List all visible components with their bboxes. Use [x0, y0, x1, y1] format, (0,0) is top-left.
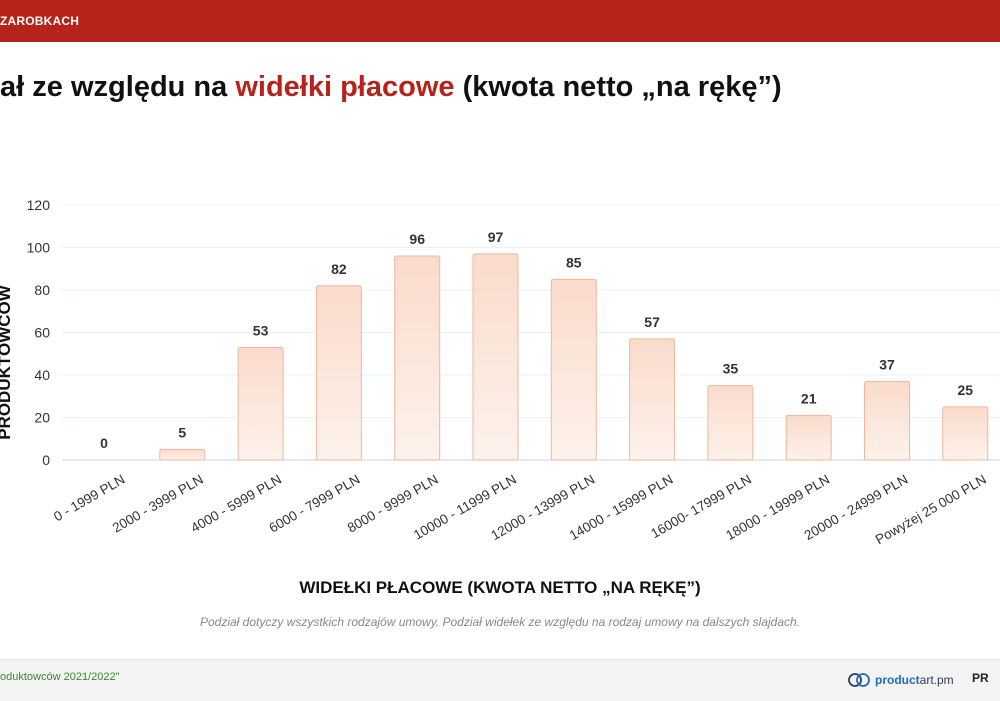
- brand[interactable]: productart.pm: [848, 669, 954, 691]
- bar: [785, 414, 832, 461]
- data-label: 0: [100, 435, 108, 451]
- y-tick-label: 100: [27, 240, 51, 256]
- bar: [550, 278, 597, 461]
- bar: [707, 385, 754, 461]
- data-label: 5: [178, 424, 186, 440]
- bar: [237, 346, 284, 461]
- y-axis-title: PRODUKTOWCÓW: [0, 284, 14, 440]
- y-tick-label: 40: [34, 367, 50, 383]
- data-label: 21: [801, 390, 817, 406]
- data-label: 97: [488, 229, 504, 245]
- heading-highlight: widełki płacowe: [235, 71, 455, 103]
- data-label: 96: [409, 231, 425, 247]
- brand-name: productart.pm: [875, 673, 954, 687]
- bar: [472, 253, 519, 461]
- productart-logo-icon: [848, 673, 870, 687]
- bar: [864, 380, 910, 461]
- footer-page-label: PR: [972, 671, 989, 685]
- y-tick-label: 60: [34, 325, 50, 341]
- y-tick-label: 0: [42, 452, 50, 468]
- category-label: 0 - 1999 PLN: [51, 472, 127, 525]
- heading-prefix: iał ze względu na: [0, 71, 236, 103]
- bar: [315, 285, 362, 461]
- footer-report-title: oduktowców 2021/2022”: [0, 671, 120, 683]
- x-axis-title: WIDEŁKI PŁACOWE (KWOTA NETTO „NA RĘKĘ”): [299, 578, 701, 597]
- bar: [629, 338, 676, 461]
- bar: [394, 255, 441, 461]
- footnote: Podział dotyczy wszystkich rodzajów umow…: [199, 615, 801, 629]
- slide-heading: iał ze względu na widełki płacowe (kwota…: [0, 71, 782, 104]
- y-tick-label: 120: [27, 197, 51, 213]
- brand-name-rest: art.pm: [919, 673, 954, 687]
- data-label: 25: [958, 382, 974, 398]
- data-label: 37: [879, 356, 895, 372]
- section-title: ZAROBKACH: [0, 14, 80, 28]
- data-label: 35: [723, 361, 739, 377]
- data-label: 82: [331, 261, 347, 277]
- bar: [942, 406, 989, 461]
- y-tick-label: 80: [34, 282, 50, 298]
- footer-bar: oduktowców 2021/2022” productart.pm PR: [0, 659, 1000, 701]
- heading-suffix: (kwota netto „na rękę”): [454, 71, 782, 103]
- data-label: 53: [253, 322, 269, 338]
- brand-name-bold: product: [875, 673, 920, 687]
- y-tick-label: 20: [34, 410, 50, 426]
- data-label: 85: [566, 254, 582, 270]
- top-bar: ZAROBKACH: [0, 0, 1000, 42]
- bar: [159, 448, 206, 461]
- data-label: 57: [644, 314, 660, 330]
